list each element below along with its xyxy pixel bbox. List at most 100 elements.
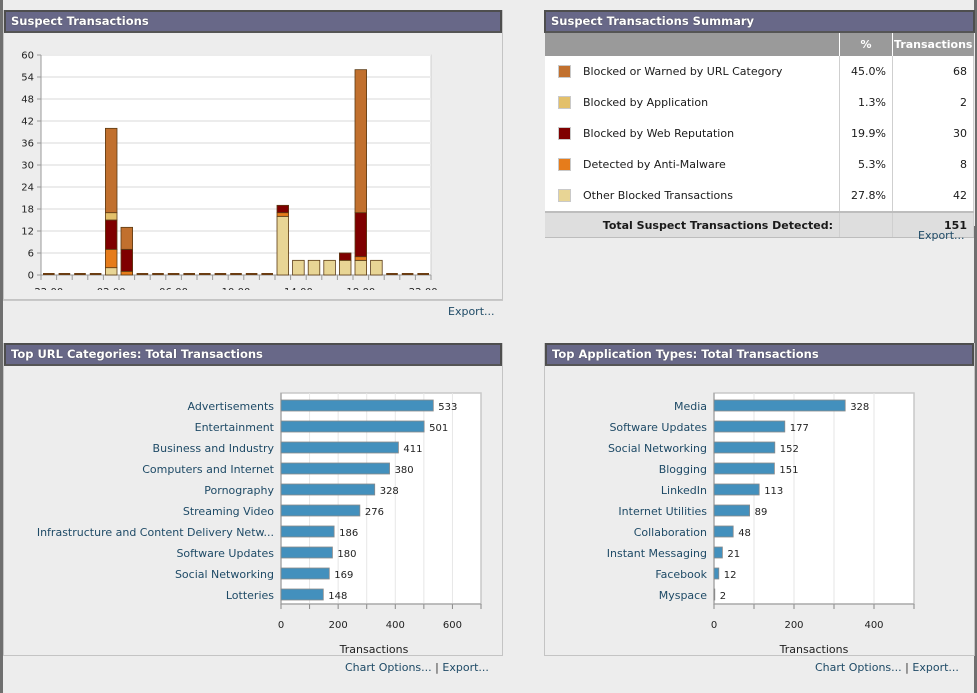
data-label: 12 (724, 570, 737, 581)
link-separator: | (905, 661, 909, 674)
column-header-transactions: Transactions (892, 33, 974, 56)
bar-segment-url-category (120, 226, 134, 250)
url-categories-export-link[interactable]: Export... (442, 661, 489, 674)
bar (713, 441, 776, 454)
category-label: Lotteries (226, 589, 274, 602)
data-label: 48 (738, 528, 751, 539)
bar (713, 483, 760, 496)
data-label: 177 (790, 423, 809, 434)
x-tick-label: 02:00 (97, 287, 126, 290)
app-types-panel: Top Application Types: Total Transaction… (544, 343, 975, 656)
legend-swatch (558, 189, 571, 203)
window-right-edge (974, 0, 977, 693)
suspect-transactions-export-link[interactable]: Export... (448, 305, 495, 318)
bar (713, 462, 775, 475)
url-categories-chart: 0 200 400 600 Transactions Advertisements 533 E… (37, 392, 482, 656)
bar-zero-marker (214, 273, 227, 275)
bar (280, 441, 399, 454)
y-tick-label: 0 (28, 271, 34, 282)
bar (280, 462, 390, 475)
summary-row-count: 42 (892, 180, 974, 212)
total-count: 151 (892, 211, 974, 238)
bar (280, 420, 425, 433)
x-tick-label: 06:00 (159, 287, 188, 290)
category-label: Pornography (204, 484, 274, 497)
bar-segment-url-category (105, 127, 118, 214)
bar-zero-marker (386, 273, 398, 275)
summary-row: Other Blocked Transactions 27.8% 42 (545, 180, 974, 212)
data-label: 151 (779, 465, 798, 476)
bar-zero-marker (183, 273, 195, 275)
legend-swatch (558, 65, 571, 79)
data-label: 533 (438, 402, 457, 413)
bar (713, 588, 716, 601)
app-types-export-link[interactable]: Export... (912, 661, 959, 674)
category-label: Media (674, 400, 707, 413)
column-header-percent: % (839, 33, 893, 56)
category-label: Infrastructure and Content Delivery Netw… (37, 526, 274, 539)
data-label: 89 (755, 507, 768, 518)
summary-export-link[interactable]: Export... (918, 229, 965, 242)
summary-row-label-cell: Blocked by Application (545, 87, 840, 118)
total-label: Total Suspect Transactions Detected: (545, 211, 840, 238)
x-tick-label: 22:00 (409, 287, 438, 290)
bar-zero-marker (58, 273, 71, 275)
category-label: Advertisements (188, 400, 275, 413)
y-tick-label: 54 (21, 73, 34, 84)
category-label: Facebook (655, 568, 707, 581)
data-label: 2 (720, 591, 726, 602)
bar (713, 567, 720, 580)
summary-row-count: 8 (892, 149, 974, 180)
suspect-transactions-panel: Suspect Transactions 0 6 12 18 24 30 36 42 48 54 6… (3, 10, 503, 300)
bar (713, 525, 734, 538)
bar (280, 483, 376, 496)
data-label: 276 (365, 507, 384, 518)
data-label: 152 (780, 444, 799, 455)
bar-zero-marker (136, 273, 149, 275)
panel-title: Suspect Transactions Summary (544, 10, 975, 33)
panel-title: Suspect Transactions (4, 10, 502, 33)
suspect-transactions-chart: 0 6 12 18 24 30 36 42 48 54 60 22:00 02:00 06:00 10:00… (21, 51, 438, 291)
y-tick-label: 12 (21, 227, 34, 238)
category-label: Collaboration (634, 526, 707, 539)
data-label: 411 (403, 444, 422, 455)
y-tick-label: 36 (21, 139, 34, 150)
category-label: Blogging (659, 463, 707, 476)
x-axis-title: Transactions (779, 643, 849, 656)
x-tick-label: 14:00 (284, 287, 313, 290)
bar-zero-marker (230, 273, 242, 275)
app-types-chart: 0 200 400 Transactions Media 328 Software Upda… (607, 392, 915, 656)
category-label: Social Networking (175, 568, 274, 581)
summary-row-label: Blocked by Web Reputation (583, 126, 735, 140)
summary-row-count: 2 (892, 87, 974, 118)
category-label: Entertainment (195, 421, 275, 434)
app-types-chart-options-link[interactable]: Chart Options... (815, 661, 902, 674)
bar-segment-web-reputation (276, 204, 290, 214)
bar (280, 567, 330, 580)
bar-zero-marker (199, 273, 211, 275)
legend-swatch (558, 158, 571, 172)
bar-zero-marker (89, 273, 102, 275)
bar (280, 525, 335, 538)
x-tick-label: 22:00 (34, 287, 63, 290)
category-label: Software Updates (176, 547, 274, 560)
bar-segment-other (370, 259, 383, 276)
panel-title: Top URL Categories: Total Transactions (4, 343, 502, 366)
bar-segment-web-reputation (338, 252, 352, 261)
summary-row-label-cell: Blocked by Web Reputation (545, 118, 840, 149)
url-categories-chart-options-link[interactable]: Chart Options... (345, 661, 432, 674)
category-label: Software Updates (609, 421, 707, 434)
bar-zero-marker (401, 273, 414, 275)
y-tick-label: 48 (21, 95, 34, 106)
bar-segment-other (307, 259, 321, 276)
summary-row-label-cell: Detected by Anti-Malware (545, 149, 840, 180)
y-tick-label: 60 (21, 51, 34, 62)
bar-zero-marker (417, 273, 429, 275)
x-tick-label: 400 (864, 620, 883, 631)
divider (3, 300, 503, 301)
y-tick-label: 42 (21, 117, 34, 128)
x-tick-label: 18:00 (346, 287, 375, 290)
url-categories-panel: Top URL Categories: Total Transactions 0… (3, 343, 503, 656)
link-separator: | (435, 661, 439, 674)
summary-header-row: % Transactions (545, 33, 974, 56)
